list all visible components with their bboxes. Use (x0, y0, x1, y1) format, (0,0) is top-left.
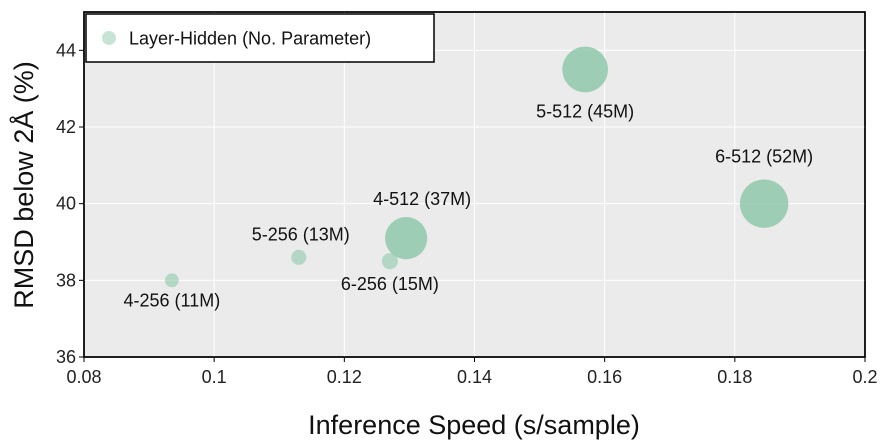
y-tick-label: 40 (56, 194, 76, 214)
x-tick-label: 0.2 (852, 367, 877, 387)
data-point-label: 4-512 (37M) (373, 189, 471, 209)
point-labels: 4-256 (11M) 5-256 (13M) 6-256 (15M) 4-512 (… (124, 102, 814, 311)
x-axis-title: Inference Speed (s/sample) (308, 410, 640, 440)
x-tick-label: 0.12 (327, 367, 362, 387)
y-tick-label: 38 (56, 270, 76, 290)
data-point-label: 6-256 (15M) (341, 274, 439, 294)
x-tick-label: 0.14 (457, 367, 492, 387)
data-point (385, 217, 428, 260)
y-tick-label: 44 (56, 40, 76, 60)
data-point (164, 273, 179, 288)
legend-label: Layer-Hidden (No. Parameter) (129, 29, 371, 49)
data-point (562, 46, 608, 93)
x-axis-ticks: 0.08 0.1 0.12 0.14 0.16 0.18 0.2 (66, 357, 878, 387)
data-point-label: 5-512 (45M) (536, 102, 634, 122)
y-tick-label: 42 (56, 117, 76, 137)
data-point (381, 253, 398, 270)
data-point-label: 5-256 (13M) (252, 224, 350, 244)
y-axis-ticks: 36 38 40 42 44 (56, 40, 84, 367)
x-tick-label: 0.1 (202, 367, 227, 387)
data-point (291, 249, 307, 265)
legend-box (85, 13, 435, 63)
x-tick-label: 0.16 (587, 367, 622, 387)
data-point-label: 6-512 (52M) (715, 147, 813, 167)
data-points (164, 46, 789, 288)
legend: Layer-Hidden (No. Parameter) (85, 13, 435, 63)
y-axis-title: RMSD below 2Å (%) (8, 61, 39, 309)
y-tick-label: 36 (56, 347, 76, 367)
x-tick-label: 0.18 (717, 367, 752, 387)
x-tick-label: 0.08 (66, 367, 101, 387)
legend-marker (102, 31, 116, 45)
data-point (739, 179, 789, 228)
data-point-label: 4-256 (11M) (124, 290, 221, 310)
plot-frame (83, 11, 866, 358)
